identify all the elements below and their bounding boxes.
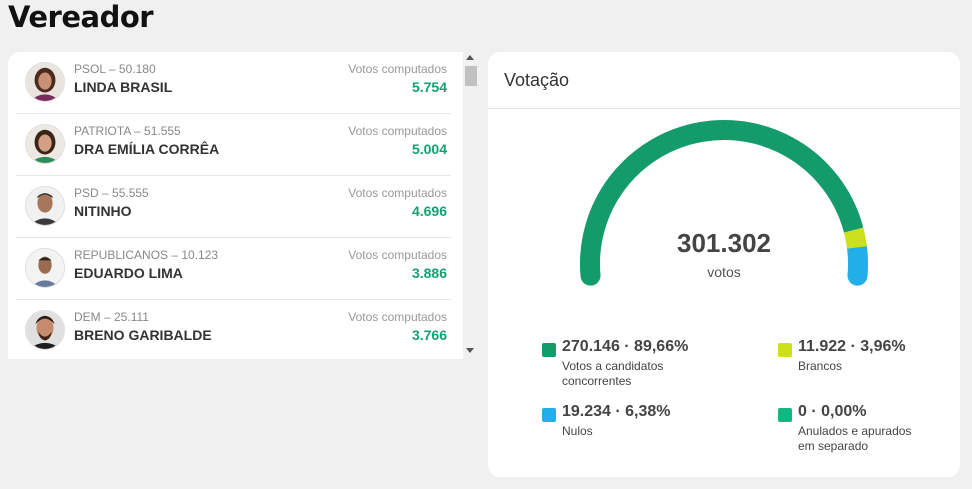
votes-label: Votos computados <box>348 186 447 200</box>
legend-label: Nulos <box>562 424 593 438</box>
candidate-item[interactable]: REPUBLICANOS – 10.123 EDUARDO LIMA Votos… <box>16 238 451 300</box>
legend-value: 0 · 0,00% <box>798 403 867 420</box>
legend-swatch <box>542 408 556 422</box>
candidate-list[interactable]: PSOL – 50.180 LINDA BRASIL Votos computa… <box>8 52 463 359</box>
candidate-party: PSOL – 50.180 <box>74 62 156 76</box>
candidate-avatar <box>25 248 65 288</box>
votes-value: 4.696 <box>411 203 447 219</box>
gauge-start-cap <box>580 265 601 286</box>
candidate-avatar <box>25 62 65 102</box>
candidate-name: DRA EMÍLIA CORRÊA <box>74 141 220 157</box>
page-title: Vereador <box>8 0 154 34</box>
candidate-item[interactable]: PSOL – 50.180 LINDA BRASIL Votos computa… <box>16 52 451 114</box>
votes-value: 3.766 <box>411 327 447 343</box>
gauge-segment-brancos <box>843 227 867 249</box>
votacao-panel: Votação 301.302 votos 270.146 · 89,66% V… <box>488 52 960 477</box>
candidate-name: EDUARDO LIMA <box>74 265 183 281</box>
votes-label: Votos computados <box>348 248 447 262</box>
votacao-gauge <box>580 120 868 286</box>
scroll-up-arrow-icon[interactable] <box>466 55 474 60</box>
votes-value: 3.886 <box>411 265 447 281</box>
votacao-title: Votação <box>488 52 960 109</box>
candidate-party: REPUBLICANOS – 10.123 <box>74 248 219 262</box>
candidate-name: LINDA BRASIL <box>74 79 173 95</box>
scroll-thumb[interactable] <box>465 66 477 86</box>
candidate-name: BRENO GARIBALDE <box>74 327 212 343</box>
legend-label: Anulados e apurados em separado <box>798 424 912 453</box>
legend-swatch <box>778 343 792 357</box>
votes-value: 5.754 <box>411 79 447 95</box>
legend-swatch <box>778 408 792 422</box>
total-votes-unit: votos <box>707 264 741 280</box>
gauge-segment-candidatos <box>580 120 864 277</box>
votes-label: Votos computados <box>348 310 447 324</box>
candidate-avatar <box>25 124 65 164</box>
legend-swatch <box>542 343 556 357</box>
candidate-party: PATRIOTA – 51.555 <box>74 124 181 138</box>
list-scrollbar[interactable] <box>463 52 479 359</box>
gauge-end-cap <box>847 265 868 286</box>
legend-label: Votos a candidatos concorrentes <box>562 359 664 388</box>
total-votes: 301.302 <box>677 228 771 258</box>
candidate-item[interactable]: PSD – 55.555 NITINHO Votos computados 4.… <box>16 176 451 238</box>
candidate-name: NITINHO <box>74 203 132 219</box>
candidate-avatar <box>25 186 65 226</box>
votes-label: Votos computados <box>348 124 447 138</box>
votes-value: 5.004 <box>411 141 447 157</box>
candidate-party: PSD – 55.555 <box>74 186 149 200</box>
legend-label: Brancos <box>798 359 843 373</box>
candidate-item[interactable]: PATRIOTA – 51.555 DRA EMÍLIA CORRÊA Voto… <box>16 114 451 176</box>
legend-value: 270.146 · 89,66% <box>562 338 689 355</box>
votes-label: Votos computados <box>348 62 447 76</box>
candidate-item[interactable]: DEM – 25.111 BRENO GARIBALDE Votos compu… <box>16 300 451 359</box>
candidate-avatar <box>25 310 65 350</box>
scroll-down-arrow-icon[interactable] <box>466 348 474 353</box>
candidate-party: DEM – 25.111 <box>74 310 149 324</box>
legend-value: 11.922 · 3,96% <box>798 338 906 355</box>
legend-value: 19.234 · 6,38% <box>562 403 671 420</box>
